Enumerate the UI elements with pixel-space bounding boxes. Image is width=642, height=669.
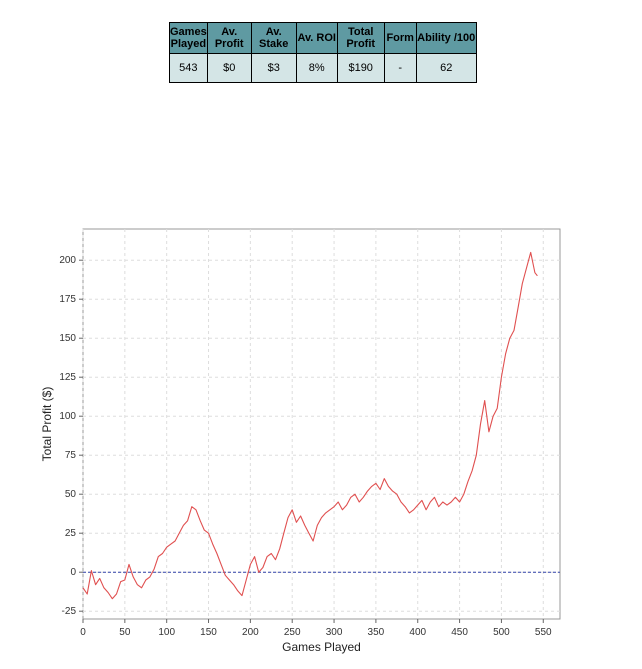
value-form: - bbox=[383, 53, 417, 83]
y-tick-label: 150 bbox=[59, 333, 76, 344]
y-axis-label: Total Profit ($) bbox=[40, 387, 54, 462]
y-tick-label: -25 bbox=[62, 606, 77, 617]
x-tick-label: 350 bbox=[368, 627, 385, 638]
x-tick-label: 400 bbox=[409, 627, 426, 638]
y-tick-label: 50 bbox=[65, 489, 77, 500]
stats-table: Games Played Av. Profit Av. Stake Av. RO… bbox=[169, 22, 477, 83]
x-tick-label: 50 bbox=[119, 627, 131, 638]
header-av-profit: Av. Profit bbox=[206, 22, 252, 54]
header-av-roi: Av. ROI bbox=[295, 22, 338, 54]
value-games-played: 543 bbox=[169, 53, 208, 83]
profit-chart: 0 50 100 150 200 250 300 350 400 450 500 550 -25025… bbox=[40, 228, 561, 654]
x-tick-label: 250 bbox=[284, 627, 301, 638]
grid-lines bbox=[82, 229, 560, 619]
y-tick-label: 200 bbox=[59, 255, 76, 266]
value-av-roi: 8% bbox=[295, 53, 338, 83]
plot-area bbox=[82, 228, 561, 620]
value-av-stake: $3 bbox=[250, 53, 297, 83]
value-av-profit: $0 bbox=[206, 53, 252, 83]
series-group bbox=[82, 251, 538, 600]
y-tick-label: 75 bbox=[65, 450, 77, 461]
header-av-stake: Av. Stake bbox=[250, 22, 297, 54]
header-games-played: Games Played bbox=[169, 22, 208, 54]
x-tick-label: 450 bbox=[451, 627, 468, 638]
x-tick-label: 500 bbox=[493, 627, 510, 638]
x-tick-label: 300 bbox=[326, 627, 343, 638]
value-ability: 62 bbox=[415, 53, 477, 83]
x-tick-label: 100 bbox=[158, 627, 175, 638]
header-total-profit: Total Profit bbox=[336, 22, 385, 54]
y-axis: -25 0 25 50 75 100 125 150 175 200 bbox=[59, 255, 83, 617]
x-axis: 0 50 100 150 200 250 300 350 400 450 500 550 bbox=[80, 619, 552, 638]
x-axis-label: Games Played bbox=[282, 640, 361, 654]
y-tick-label: 125 bbox=[59, 372, 76, 383]
y-tick-label: 100 bbox=[59, 411, 76, 422]
y-tick-label: 25 bbox=[65, 528, 77, 539]
x-tick-label: 550 bbox=[535, 627, 552, 638]
plot-frame bbox=[82, 228, 561, 620]
x-tick-label: 200 bbox=[242, 627, 259, 638]
header-ability: Ability /100 bbox=[415, 22, 477, 54]
value-total-profit: $190 bbox=[336, 53, 385, 83]
stats-value-row: 543 $0 $3 8% $190 - 62 bbox=[169, 53, 477, 83]
y-tick-label: 0 bbox=[70, 567, 76, 578]
stats-header-row: Games Played Av. Profit Av. Stake Av. RO… bbox=[169, 22, 477, 54]
header-form: Form bbox=[383, 22, 417, 54]
x-tick-label: 0 bbox=[80, 627, 86, 638]
series-line-0 bbox=[82, 251, 538, 600]
y-tick-label: 175 bbox=[59, 294, 76, 305]
x-tick-label: 150 bbox=[200, 627, 217, 638]
